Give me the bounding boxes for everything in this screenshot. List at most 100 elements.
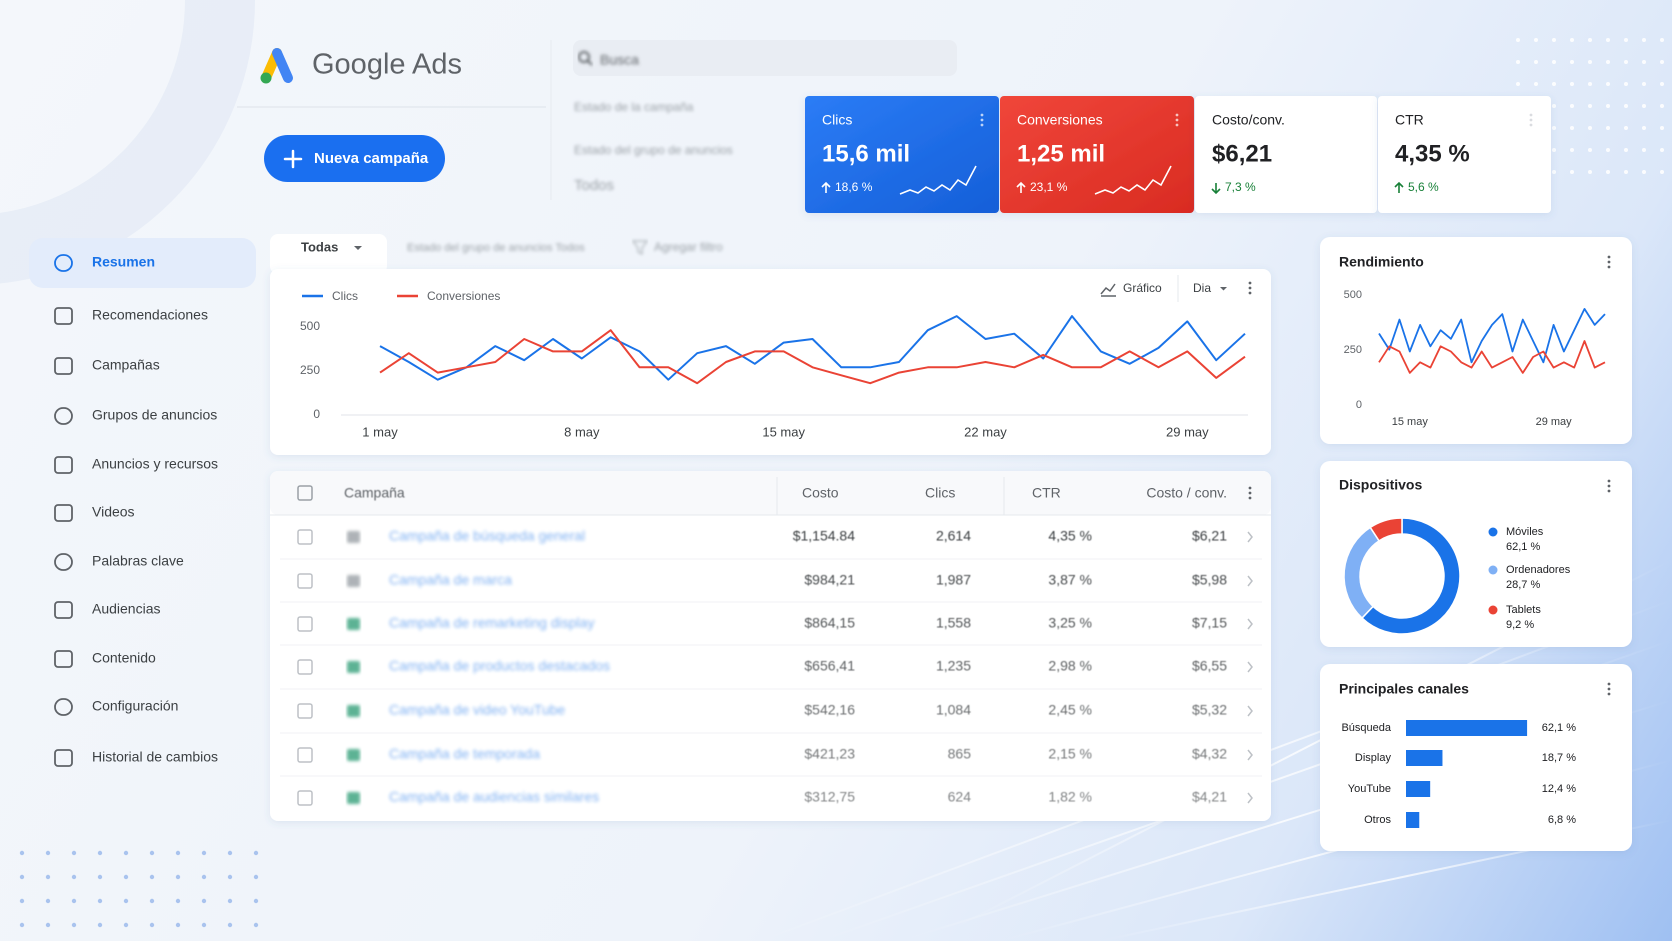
x-tick-label: 22 may [964,424,1007,439]
checkbox[interactable] [297,790,313,806]
x-tick-label: 15 may [762,424,805,439]
table-cell: $421,23 [804,746,855,762]
menu-dot[interactable] [1607,255,1611,259]
bar-label: Búsqueda [1341,722,1391,734]
toolbar-filter[interactable]: Estado del grupo de anuncios Todos [407,242,585,254]
toolbar-add-filter[interactable]: Agregar filtro [654,240,723,254]
checkbox[interactable] [297,616,313,632]
caret [1220,287,1227,291]
campaign-name[interactable]: Campaña de audiencias similares [389,789,599,805]
search-box[interactable] [573,40,957,76]
chevron[interactable] [1247,749,1253,761]
chart-control[interactable]: Gráfico [1123,281,1162,295]
checkbox[interactable] [297,573,313,589]
menu-dot[interactable] [1607,692,1611,696]
chevron[interactable] [1247,618,1253,630]
column-header[interactable]: Costo / conv. [1146,485,1227,501]
campaign-name[interactable]: Campaña de remarketing display [389,615,594,631]
nav-item[interactable]: Grupos de anuncios [92,407,217,423]
chart-control[interactable]: Dia [1193,281,1211,295]
nav-item[interactable]: Contenido [92,650,156,666]
kpi-change: 7,3 % [1225,180,1256,194]
checkbox[interactable] [297,529,313,545]
nav-item[interactable]: Videos [92,504,135,520]
menu-dot[interactable] [1607,489,1611,493]
filter-value[interactable]: Todos [574,177,614,194]
campaign-name[interactable]: Campaña de temporada [389,746,540,762]
x-tick-label: 29 may [1166,424,1209,439]
column-header[interactable]: Campaña [344,485,405,501]
filter-label[interactable]: Estado del grupo de anuncios [574,143,733,157]
column-header[interactable]: Clics [925,485,955,501]
chevron[interactable] [1247,792,1253,804]
nav-item[interactable]: Recomendaciones [92,307,208,323]
kpi-card[interactable] [1378,96,1551,213]
menu-dot[interactable] [1607,260,1611,264]
chevron[interactable] [1247,575,1253,587]
menu-dot[interactable] [980,123,984,127]
table-cell: $6,21 [1192,528,1227,544]
bar [1406,720,1528,736]
table-cell: 624 [948,789,972,805]
nav-item[interactable]: Anuncios y recursos [92,456,218,472]
menu-dot[interactable] [1248,291,1252,295]
x-tick-label: 1 may [362,424,398,439]
nav-item[interactable]: Resumen [92,254,155,270]
nav-icon [54,601,73,619]
menu-dot[interactable] [1607,484,1611,488]
checkbox[interactable] [297,703,313,719]
menu-dot[interactable] [1175,118,1179,122]
kpi-label: Clics [822,112,852,128]
filter-label[interactable]: Estado de la campaña [574,100,694,114]
menu-dot[interactable] [1607,682,1611,686]
menu-dot[interactable] [1175,113,1179,117]
nav-item[interactable]: Audiencias [92,601,161,617]
menu-dot[interactable] [1607,687,1611,691]
campaign-name[interactable]: Campaña de marca [389,572,512,588]
column-header[interactable]: CTR [1032,485,1061,501]
kpi-card[interactable] [805,96,999,213]
menu-dot[interactable] [1248,496,1252,500]
menu-dot[interactable] [1175,123,1179,127]
menu-dot[interactable] [980,118,984,122]
checkbox[interactable] [297,747,313,763]
kpi-card[interactable] [1000,96,1194,213]
legend-dot [1488,605,1498,615]
campaign-name[interactable]: Campaña de productos destacados [389,658,610,674]
menu-dot[interactable] [1248,286,1252,290]
tab[interactable] [270,234,387,274]
table-cell: $864,15 [804,615,855,631]
table-card [270,471,1271,821]
kpi-label: Conversiones [1017,112,1103,128]
checkbox[interactable] [297,659,313,675]
menu-dot[interactable] [980,113,984,117]
menu-dot[interactable] [1248,491,1252,495]
menu-dot[interactable] [1529,118,1533,122]
menu-dot[interactable] [1529,113,1533,117]
chevron[interactable] [1247,661,1253,673]
checkbox[interactable] [297,485,313,501]
chart-card [270,269,1271,455]
table-cell: $984,21 [804,572,855,588]
menu-dot[interactable] [1248,486,1252,490]
column-header[interactable]: Costo [802,485,839,501]
new-campaign-button[interactable] [264,135,445,182]
nav-item[interactable]: Campañas [92,357,160,373]
nav-item[interactable]: Palabras clave [92,553,184,569]
menu-dot[interactable] [1529,123,1533,127]
card-title: Dispositivos [1339,477,1422,493]
campaign-name[interactable]: Campaña de video YouTube [389,702,565,718]
chevron[interactable] [1247,531,1253,543]
nav-item[interactable]: Configuración [92,698,178,714]
menu-dot[interactable] [1607,265,1611,269]
legend-value: 28,7 % [1506,579,1540,591]
nav-item[interactable]: Historial de cambios [92,749,218,765]
y-tick-label: 250 [300,363,320,377]
menu-dot[interactable] [1607,479,1611,483]
kpi-card[interactable] [1195,96,1377,213]
chevron[interactable] [1247,705,1253,717]
campaign-name[interactable]: Campaña de búsqueda general [389,528,585,544]
menu-dot[interactable] [1248,281,1252,285]
table-cell: $4,21 [1192,789,1227,805]
legend-label: Conversiones [427,289,500,303]
